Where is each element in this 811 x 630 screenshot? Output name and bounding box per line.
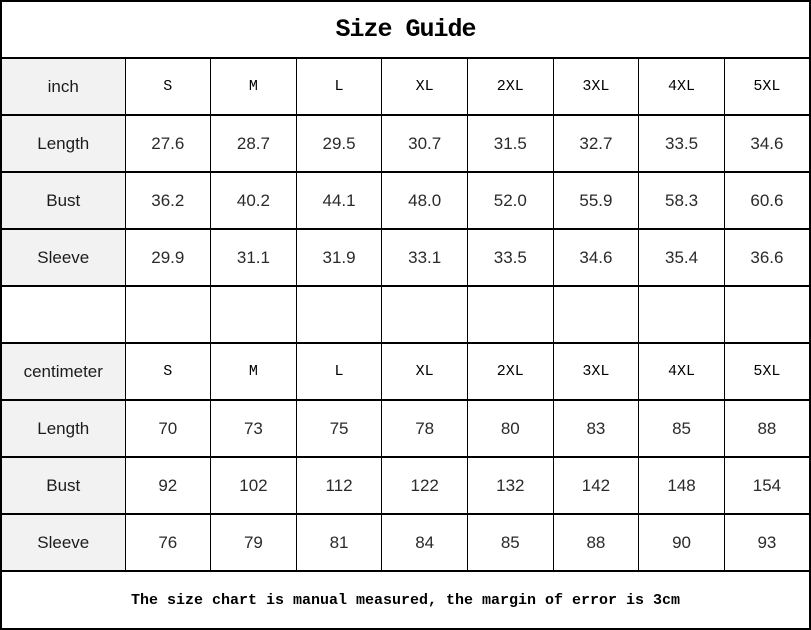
size-value-cell: 148	[638, 456, 725, 515]
size-header-cell: 5XL	[723, 342, 811, 401]
size-header-cell: 3XL	[552, 342, 640, 401]
size-value-cell: 44.1	[295, 171, 383, 230]
size-header-cell: 4XL	[638, 57, 725, 116]
size-value-cell: 33.5	[467, 228, 554, 287]
spacer-cell	[381, 285, 468, 344]
measure-row-inch-bust: Bust 36.2 40.2 44.1 48.0 52.0 55.9 58.3 60.6	[0, 171, 811, 230]
row-label: Length	[0, 399, 126, 458]
size-value-cell: 80	[467, 399, 554, 458]
size-value-cell: 75	[295, 399, 383, 458]
spacer-cell	[210, 285, 297, 344]
size-value-cell: 132	[467, 456, 554, 515]
measure-row-centimeter-sleeve: Sleeve 76 79 81 84 85 88 90 93	[0, 513, 811, 572]
size-value-cell: 85	[467, 513, 554, 572]
size-header-cell: M	[210, 57, 297, 116]
size-value-cell: 29.5	[295, 114, 383, 173]
size-header-cell: XL	[381, 57, 468, 116]
size-header-cell: M	[210, 342, 297, 401]
size-header-cell: 4XL	[638, 342, 725, 401]
size-header-cell: XL	[381, 342, 468, 401]
spacer-cell	[295, 285, 383, 344]
spacer-cell	[638, 285, 725, 344]
size-value-cell: 79	[210, 513, 297, 572]
size-header-cell: S	[124, 57, 212, 116]
spacer-cell	[124, 285, 212, 344]
measure-row-centimeter-bust: Bust 92 102 112 122 132 142 148 154	[0, 456, 811, 515]
size-header-row-centimeter: centimeter S M L XL 2XL 3XL 4XL 5XL	[0, 342, 811, 401]
size-value-cell: 60.6	[723, 171, 811, 230]
size-header-cell: S	[124, 342, 212, 401]
size-value-cell: 58.3	[638, 171, 725, 230]
size-value-cell: 90	[638, 513, 725, 572]
size-value-cell: 35.4	[638, 228, 725, 287]
size-value-cell: 154	[723, 456, 811, 515]
row-label: Sleeve	[0, 228, 126, 287]
size-value-cell: 122	[381, 456, 468, 515]
row-label: Sleeve	[0, 513, 126, 572]
size-value-cell: 29.9	[124, 228, 212, 287]
size-value-cell: 55.9	[552, 171, 640, 230]
size-value-cell: 36.2	[124, 171, 212, 230]
spacer-cell	[467, 285, 554, 344]
size-value-cell: 112	[295, 456, 383, 515]
size-value-cell: 83	[552, 399, 640, 458]
spacer-cell	[552, 285, 640, 344]
size-value-cell: 93	[723, 513, 811, 572]
title-row: Size Guide	[0, 0, 811, 59]
size-header-cell: 3XL	[552, 57, 640, 116]
size-value-cell: 84	[381, 513, 468, 572]
row-label: Bust	[0, 456, 126, 515]
size-value-cell: 88	[552, 513, 640, 572]
page-title: Size Guide	[0, 0, 811, 59]
row-label: Bust	[0, 171, 126, 230]
measure-row-centimeter-length: Length 70 73 75 78 80 83 85 88	[0, 399, 811, 458]
size-value-cell: 31.5	[467, 114, 554, 173]
measure-row-inch-length: Length 27.6 28.7 29.5 30.7 31.5 32.7 33.5 34.6	[0, 114, 811, 173]
size-header-cell: 2XL	[467, 342, 554, 401]
size-value-cell: 73	[210, 399, 297, 458]
size-value-cell: 92	[124, 456, 212, 515]
size-value-cell: 33.1	[381, 228, 468, 287]
size-value-cell: 85	[638, 399, 725, 458]
spacer-cell	[0, 285, 126, 344]
size-value-cell: 27.6	[124, 114, 212, 173]
unit-label: inch	[0, 57, 126, 116]
size-value-cell: 34.6	[723, 114, 811, 173]
size-value-cell: 34.6	[552, 228, 640, 287]
size-value-cell: 102	[210, 456, 297, 515]
size-value-cell: 78	[381, 399, 468, 458]
spacer-cell	[723, 285, 811, 344]
size-value-cell: 88	[723, 399, 811, 458]
unit-label: centimeter	[0, 342, 126, 401]
size-value-cell: 40.2	[210, 171, 297, 230]
size-value-cell: 31.9	[295, 228, 383, 287]
size-value-cell: 76	[124, 513, 212, 572]
footer-note: The size chart is manual measured, the m…	[0, 570, 811, 630]
size-header-cell: L	[295, 57, 383, 116]
measure-row-inch-sleeve: Sleeve 29.9 31.1 31.9 33.1 33.5 34.6 35.4 36.6	[0, 228, 811, 287]
size-header-row-inch: inch S M L XL 2XL 3XL 4XL 5XL	[0, 57, 811, 116]
size-value-cell: 28.7	[210, 114, 297, 173]
size-value-cell: 48.0	[381, 171, 468, 230]
spacer-row	[0, 285, 811, 344]
size-value-cell: 31.1	[210, 228, 297, 287]
size-value-cell: 32.7	[552, 114, 640, 173]
size-value-cell: 36.6	[723, 228, 811, 287]
size-value-cell: 70	[124, 399, 212, 458]
footer-row: The size chart is manual measured, the m…	[0, 570, 811, 630]
size-value-cell: 142	[552, 456, 640, 515]
size-value-cell: 52.0	[467, 171, 554, 230]
size-header-cell: L	[295, 342, 383, 401]
size-value-cell: 30.7	[381, 114, 468, 173]
row-label: Length	[0, 114, 126, 173]
size-header-cell: 2XL	[467, 57, 554, 116]
size-value-cell: 33.5	[638, 114, 725, 173]
size-value-cell: 81	[295, 513, 383, 572]
size-header-cell: 5XL	[723, 57, 811, 116]
